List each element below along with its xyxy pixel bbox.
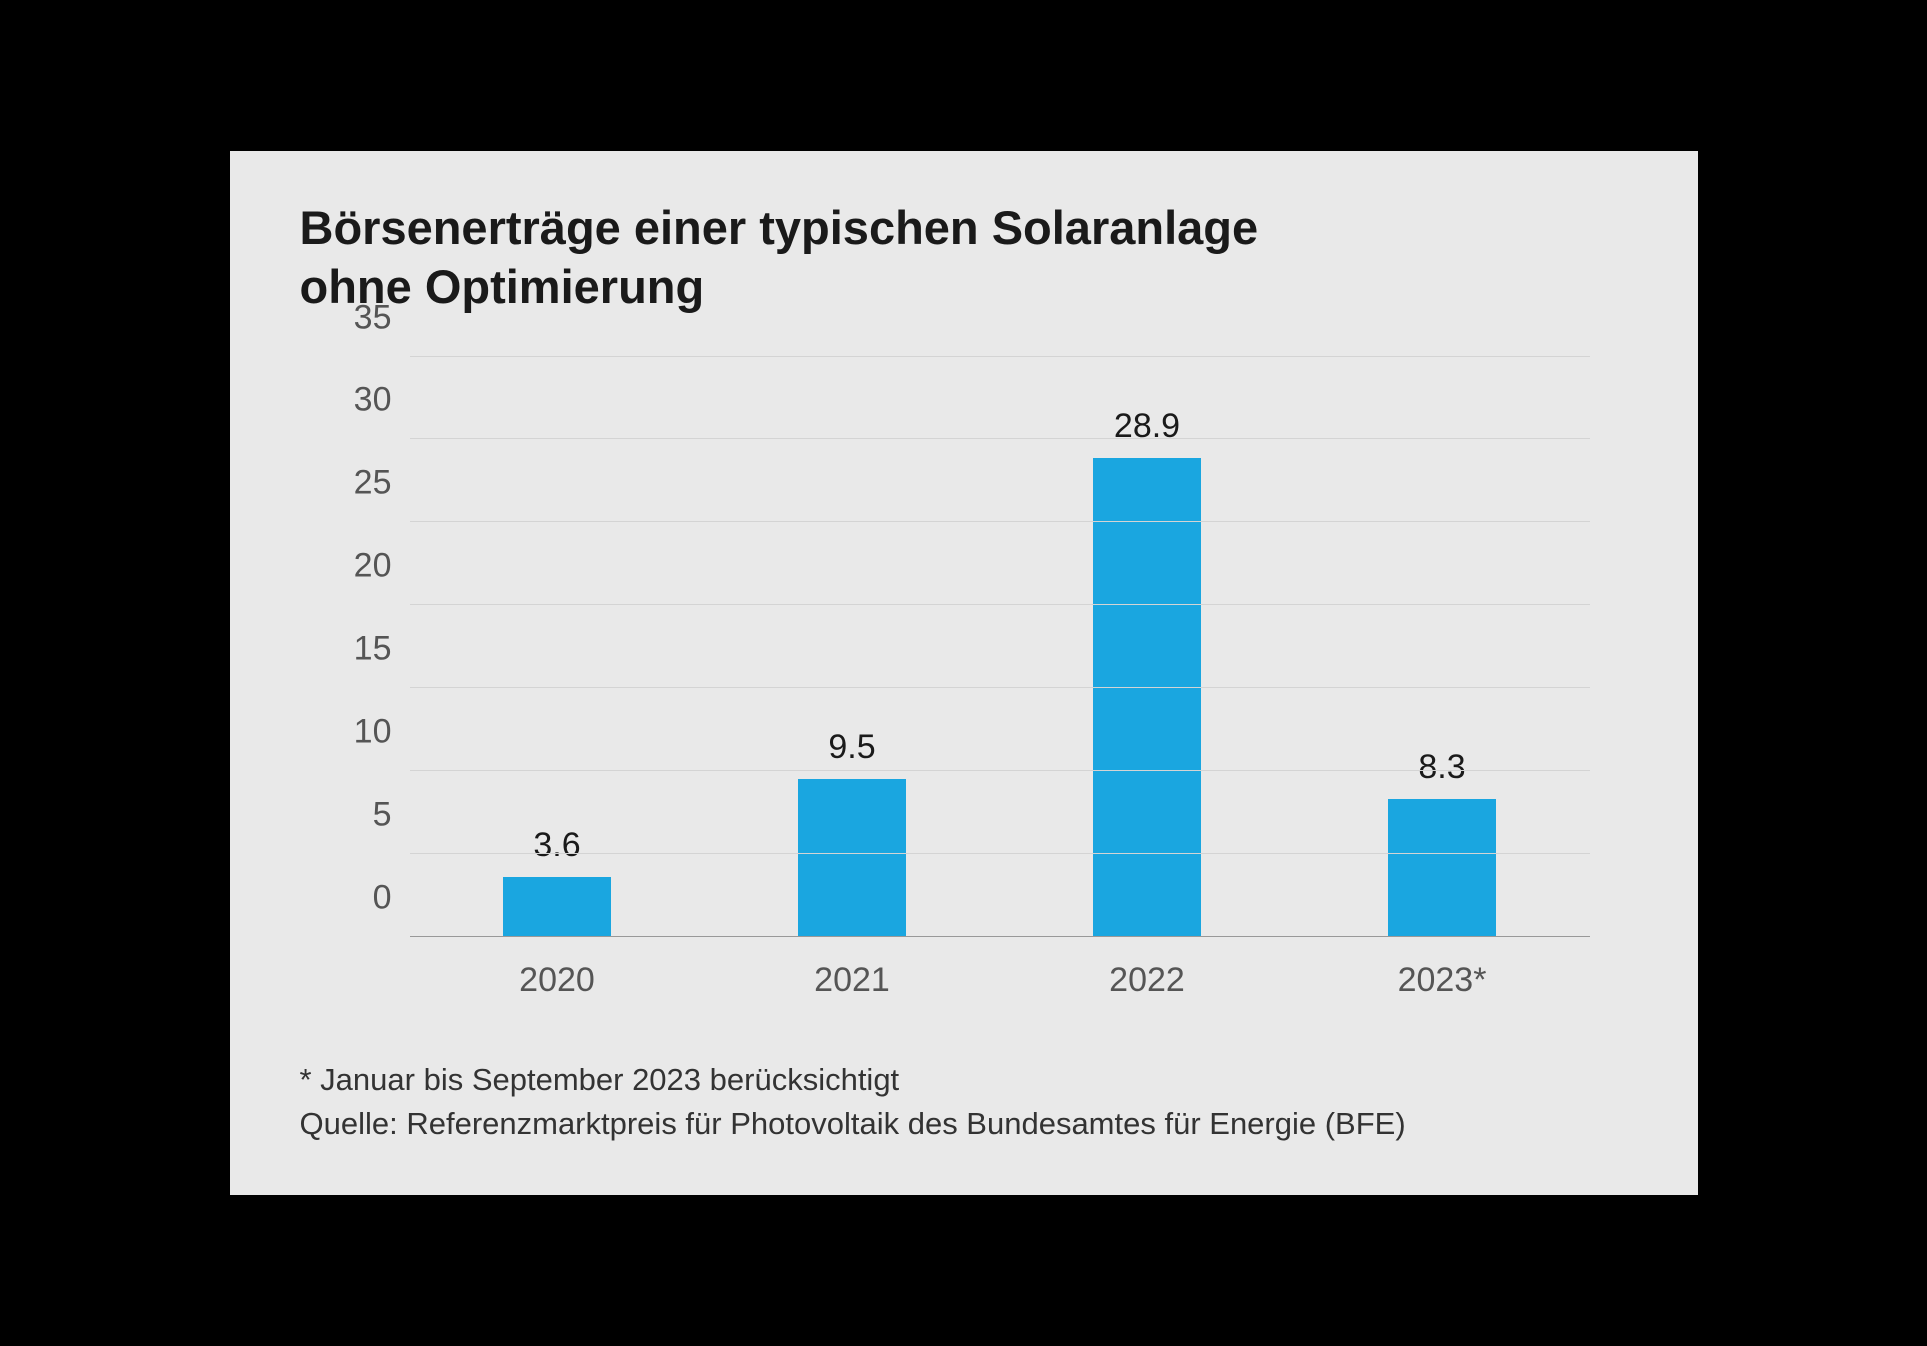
title-line-1: Börsenerträge einer typischen Solaranlag…	[300, 201, 1259, 254]
bar-value-label: 9.5	[828, 728, 875, 767]
x-axis-labels: 2020202120222023*	[410, 961, 1590, 1000]
y-tick-label: 30	[312, 381, 392, 420]
bar-value-label: 8.3	[1418, 748, 1465, 787]
chart-footnote: * Januar bis September 2023 berücksichti…	[300, 1058, 1628, 1148]
gridline	[410, 770, 1590, 771]
bar-slot: 9.5	[705, 357, 1000, 937]
x-tick-label: 2023*	[1295, 961, 1590, 1000]
bar	[1388, 799, 1496, 937]
chart-title: Börsenerträge einer typischen Solaranlag…	[300, 199, 1628, 317]
chart-panel: Börsenerträge einer typischen Solaranlag…	[230, 151, 1698, 1195]
x-tick-label: 2022	[1000, 961, 1295, 1000]
gridline	[410, 356, 1590, 357]
x-tick-label: 2021	[705, 961, 1000, 1000]
bar	[503, 877, 611, 937]
bar-slot: 8.3	[1295, 357, 1590, 937]
gridline	[410, 936, 1590, 937]
chart-area: 3.69.528.98.3 05101520253035 20202021202…	[410, 357, 1590, 1000]
footnote-line-1: * Januar bis September 2023 berücksichti…	[300, 1058, 1628, 1103]
y-tick-label: 35	[312, 298, 392, 337]
bars-container: 3.6 9.5 28.9 8.3	[410, 357, 1590, 937]
plot-area: 3.69.528.98.3 05101520253035	[410, 357, 1590, 937]
gridline	[410, 853, 1590, 854]
gridline	[410, 687, 1590, 688]
y-tick-label: 25	[312, 464, 392, 503]
gridline	[410, 604, 1590, 605]
y-tick-label: 10	[312, 712, 392, 751]
gridline	[410, 438, 1590, 439]
bar-slot: 3.6	[410, 357, 705, 937]
bar	[798, 779, 906, 936]
bar-value-label: 28.9	[1114, 407, 1180, 446]
bar-slot: 28.9	[1000, 357, 1295, 937]
footnote-line-2: Quelle: Referenzmarktpreis für Photovolt…	[300, 1102, 1628, 1147]
y-tick-label: 15	[312, 629, 392, 668]
y-tick-label: 20	[312, 547, 392, 586]
bar-value-label: 3.6	[533, 826, 580, 865]
x-tick-label: 2020	[410, 961, 705, 1000]
bar	[1093, 458, 1201, 937]
gridline	[410, 521, 1590, 522]
y-tick-label: 0	[312, 878, 392, 917]
y-tick-label: 5	[312, 795, 392, 834]
